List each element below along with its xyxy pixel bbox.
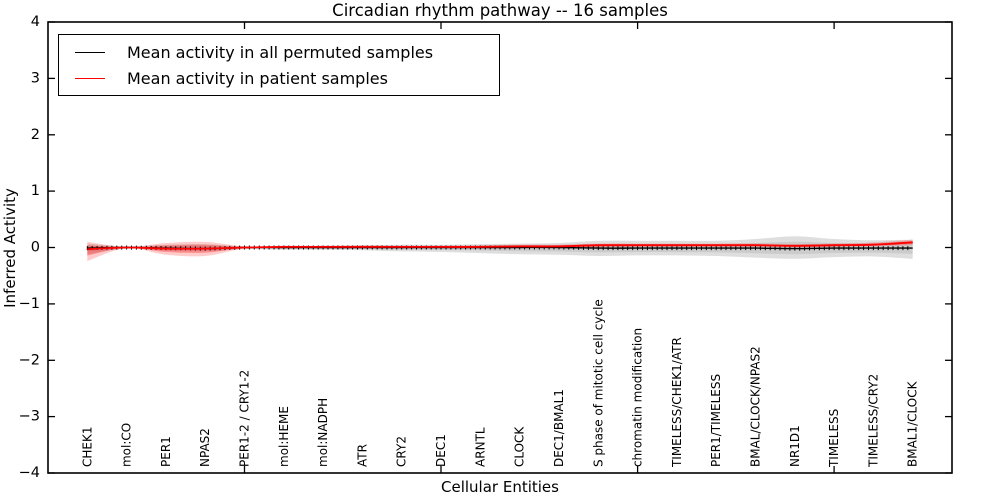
x-category-label: DEC1: [434, 434, 448, 467]
x-category-label: NR1D1: [788, 425, 802, 467]
x-category-label: mol:NADPH: [316, 398, 330, 467]
x-category-label: TIMELESS/CHEK1/ATR: [670, 337, 684, 468]
x-category-label: mol:HEME: [277, 406, 291, 467]
y-tick-label: 2: [31, 127, 40, 143]
legend-line-black-icon: [75, 51, 105, 53]
y-tick-label: −3: [19, 409, 40, 425]
x-category-label: CLOCK: [513, 426, 527, 467]
x-category-label: S phase of mitotic cell cycle: [591, 299, 605, 467]
x-category-label: DEC1/BMAL1: [552, 389, 566, 467]
legend-line-red-icon: [75, 77, 105, 79]
x-category-label: TIMELESS: [827, 409, 841, 468]
x-category-label: PER1-2 / CRY1-2: [238, 370, 252, 467]
y-tick-label: 4: [31, 14, 40, 30]
x-category-label: BMAL/CLOCK/NPAS2: [749, 346, 763, 467]
y-tick-label: −1: [19, 296, 40, 312]
x-axis-title: Cellular Entities: [441, 478, 559, 496]
x-category-label: ATR: [355, 444, 369, 467]
x-category-label: chromatin modification: [631, 328, 645, 467]
x-category-label: PER1/TIMELESS: [709, 374, 723, 467]
x-category-label: BMAL1/CLOCK: [906, 380, 920, 467]
x-category-label: NPAS2: [198, 428, 212, 467]
x-category-label: CRY2: [395, 436, 409, 467]
y-tick-label: 0: [31, 240, 40, 256]
legend-label-patient: Mean activity in patient samples: [127, 68, 388, 88]
y-axis-title: Inferred Activity: [1, 188, 19, 308]
patient-mean-line: [87, 241, 913, 251]
legend: Mean activity in all permuted samples Me…: [58, 34, 500, 96]
x-category-label: PER1: [159, 436, 173, 467]
legend-label-permuted: Mean activity in all permuted samples: [127, 42, 434, 62]
x-category-label: CHEK1: [80, 426, 94, 467]
legend-entry-patient: Mean activity in patient samples: [75, 65, 499, 91]
y-tick-label: 1: [31, 183, 40, 199]
x-category-label: ARNTL: [473, 427, 487, 467]
y-tick-label: −2: [19, 352, 40, 368]
chart-title: Circadian rhythm pathway -- 16 samples: [332, 1, 668, 20]
y-tick-label: −4: [19, 465, 40, 481]
x-category-label: mol:CO: [120, 423, 134, 467]
legend-entry-permuted: Mean activity in all permuted samples: [75, 39, 499, 65]
x-category-label: TIMELESS/CRY2: [866, 374, 880, 468]
y-tick-label: 3: [31, 70, 40, 86]
